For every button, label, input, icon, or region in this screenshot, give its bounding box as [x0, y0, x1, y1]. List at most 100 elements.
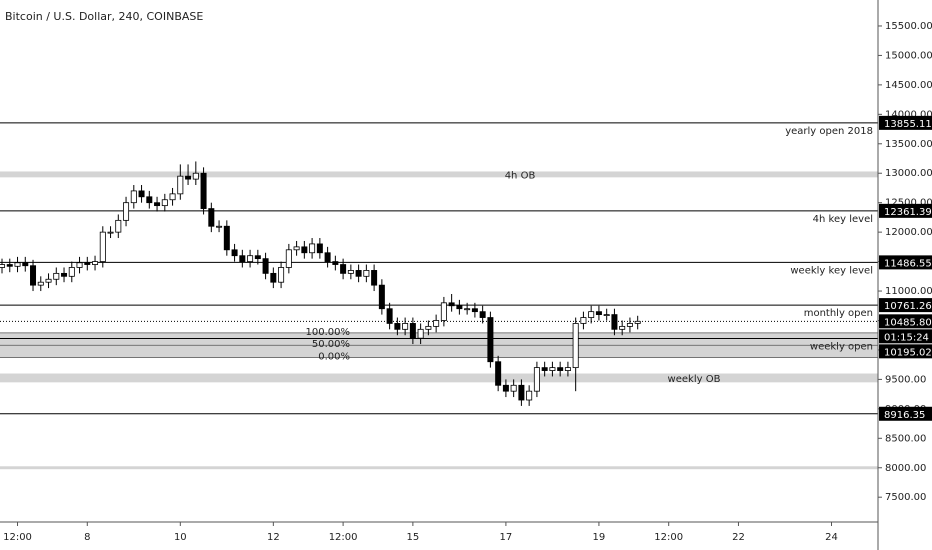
price-label: 10485.80	[884, 317, 932, 328]
y-tick-label: 9500.00	[885, 374, 926, 385]
zone-label: 4h OB	[505, 170, 536, 181]
chart-title: Bitcoin / U.S. Dollar, 240, COINBASE	[5, 10, 203, 23]
price-label-box	[879, 298, 932, 313]
candle-body	[61, 272, 68, 277]
candle-body	[386, 308, 393, 324]
price-label: 12361.39	[884, 207, 932, 218]
candle-body	[84, 262, 91, 265]
candle-body	[495, 361, 502, 386]
candle-body	[231, 249, 238, 257]
candle-body	[340, 264, 347, 274]
zone	[0, 466, 878, 470]
candle-body	[564, 367, 571, 371]
candle-body	[456, 305, 463, 310]
candle-body	[278, 267, 285, 283]
price-label: 10195.02	[884, 347, 932, 358]
plot-area: 4h OB weekly OB 100.00%50.00% 0.00% yearly o…	[0, 122, 878, 470]
candle-body	[557, 367, 564, 371]
candle-body	[99, 231, 106, 262]
candle-body	[347, 270, 354, 274]
candle-body	[216, 225, 223, 228]
x-tick-label: 22	[732, 532, 745, 543]
candle-body	[6, 264, 13, 267]
countdown-box	[879, 329, 932, 344]
y-tick-label: 12000.00	[885, 227, 932, 238]
level-label: 4h key level	[813, 214, 873, 225]
candle-body	[580, 317, 587, 324]
candle-body	[123, 202, 130, 221]
price-label: 11486.55	[884, 258, 932, 269]
candle-body	[402, 323, 409, 330]
candle-body	[502, 384, 509, 392]
candle-body	[440, 302, 447, 321]
fib-label: 100.00%	[306, 327, 351, 338]
candle-body	[22, 262, 29, 267]
candle-body	[595, 311, 602, 316]
x-tick-label: 8	[84, 532, 90, 543]
y-tick-label: 15000.00	[885, 50, 932, 61]
y-tick-label: 13500.00	[885, 139, 932, 150]
candle-body	[192, 172, 199, 180]
candle-body	[223, 225, 230, 251]
y-tick-label: 8000.00	[885, 463, 926, 474]
candle-body	[332, 261, 339, 265]
candle-body	[479, 311, 486, 318]
x-tick-label: 12:00	[3, 532, 32, 543]
candle-body	[154, 202, 161, 207]
candle-body	[355, 270, 362, 277]
level-label: weekly open	[810, 341, 873, 352]
candle-body	[324, 252, 331, 262]
candle-body	[301, 246, 308, 254]
price-label-box	[879, 203, 932, 218]
candle-body	[572, 323, 579, 369]
candle-body	[37, 281, 44, 286]
candle-body	[619, 325, 626, 330]
price-label-box	[879, 255, 932, 270]
candle-body	[254, 255, 261, 260]
level-label: weekly key level	[790, 265, 873, 276]
y-tick-label: 12500.00	[885, 198, 932, 209]
candle-body	[130, 190, 137, 204]
candle-body	[425, 325, 432, 330]
candle-body	[0, 264, 6, 268]
price-label-box	[879, 314, 932, 329]
candle-body	[464, 308, 471, 311]
candle-body	[526, 390, 533, 401]
candle-body	[510, 384, 517, 392]
y-tick-label: 13000.00	[885, 168, 932, 179]
candle-body	[169, 193, 176, 201]
y-tick-label: 7500.00	[885, 492, 926, 503]
level-label: monthly open	[804, 308, 873, 319]
candle-body	[285, 249, 292, 268]
price-label: 10761.26	[884, 301, 932, 312]
y-tick-label: 14500.00	[885, 80, 932, 91]
zone-label: weekly OB	[668, 374, 721, 385]
fib-label: 50.00%	[312, 339, 350, 350]
candle-body	[247, 255, 254, 262]
candle-body	[177, 175, 184, 195]
candle-body	[138, 190, 145, 198]
y-tick-label: 15500.00	[885, 21, 932, 32]
candle-body	[76, 262, 83, 268]
y-tick-label: 11000.00	[885, 286, 932, 297]
candle-body	[634, 320, 641, 324]
candle-body	[433, 320, 440, 327]
y-tick-label: 14000.00	[885, 109, 932, 120]
candle-body	[115, 219, 122, 233]
price-label: 13855.11	[884, 119, 932, 130]
price-label-box	[879, 344, 932, 359]
candle-body	[316, 243, 323, 254]
countdown-label: 01:15:24	[884, 332, 929, 343]
candle-body	[161, 199, 168, 207]
candle-body	[208, 208, 215, 227]
candle-body	[293, 246, 300, 251]
candle-body	[14, 262, 21, 267]
x-tick-label: 17	[500, 532, 513, 543]
candle-body	[394, 323, 401, 330]
candle-body	[487, 317, 494, 363]
price-label-box	[879, 406, 932, 421]
x-tick-label: 12:00	[654, 532, 683, 543]
candle-body	[45, 278, 52, 283]
